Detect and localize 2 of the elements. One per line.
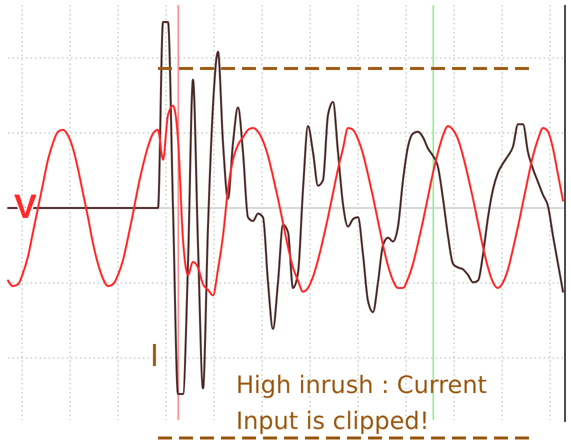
series-label: I bbox=[150, 337, 159, 373]
annotation: High inrush : Current Input is clipped! bbox=[236, 371, 487, 435]
